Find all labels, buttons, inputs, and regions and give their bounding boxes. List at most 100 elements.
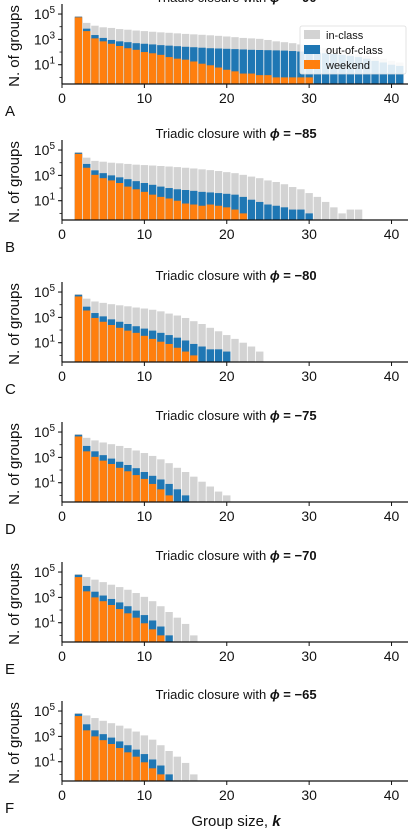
- x-tick-label: 40: [384, 90, 400, 106]
- bar-in-class: [288, 187, 297, 220]
- panel-title: Triadic closure with ϕ = −85: [155, 126, 316, 141]
- bar-weekend: [173, 58, 182, 84]
- bar-out-of-class: [288, 209, 297, 220]
- bar-weekend: [124, 330, 132, 362]
- legend-swatch: [304, 45, 320, 54]
- legend-swatch: [304, 30, 320, 39]
- bar-weekend: [190, 355, 198, 362]
- bar-weekend: [181, 59, 190, 84]
- bar-in-class: [272, 182, 280, 220]
- bar-weekend: [140, 191, 149, 220]
- bar-weekend: [214, 205, 223, 220]
- y-tick-label: 105: [34, 5, 56, 22]
- panel-title: Triadic closure with ϕ = −70: [155, 548, 316, 563]
- bar-in-class: [256, 178, 264, 220]
- x-tick-label: 40: [384, 368, 400, 384]
- bar-weekend: [157, 635, 165, 642]
- y-tick-label: 103: [34, 166, 56, 183]
- bar-out-of-class: [305, 213, 313, 220]
- bar-weekend: [107, 180, 116, 220]
- bar-in-class: [330, 207, 338, 220]
- bar-out-of-class: [173, 489, 182, 502]
- bar-out-of-class: [181, 495, 190, 502]
- y-tick-label: 101: [34, 334, 56, 351]
- bar-weekend: [190, 61, 198, 84]
- bar-weekend: [115, 748, 124, 781]
- bar-in-class: [264, 180, 272, 220]
- bar-weekend: [223, 69, 231, 84]
- bar-weekend: [115, 183, 124, 220]
- legend-frame: [299, 25, 407, 75]
- bar-out-of-class: [280, 50, 289, 84]
- bar-weekend: [91, 597, 99, 642]
- y-tick-label: 103: [34, 727, 56, 744]
- bar-weekend: [165, 343, 173, 362]
- bar-weekend: [124, 186, 132, 220]
- x-tick-label: 30: [301, 648, 317, 664]
- x-tick-label: 10: [137, 368, 153, 384]
- bar-in-class: [157, 745, 165, 781]
- bar-out-of-class: [214, 349, 223, 362]
- bar-weekend: [74, 436, 83, 502]
- x-tick-label: 20: [219, 648, 235, 664]
- bar-out-of-class: [214, 48, 223, 84]
- bar-in-class: [206, 327, 214, 362]
- panel-e: 0 10 20 30 40 101 103 105 Triadic closure with ϕ…: [5, 548, 408, 678]
- bar-weekend: [157, 774, 165, 781]
- bar-weekend: [305, 77, 313, 84]
- bar-weekend: [272, 77, 280, 84]
- y-axis-label: N. of groups: [6, 141, 23, 223]
- bar-weekend: [124, 613, 132, 642]
- bar-in-class: [181, 472, 190, 502]
- bar-in-class: [321, 201, 330, 220]
- bar-weekend: [165, 57, 173, 84]
- y-axis-label: N. of groups: [6, 563, 23, 645]
- bar-in-class: [165, 612, 173, 642]
- y-tick-label: 105: [34, 283, 56, 300]
- bar-out-of-class: [239, 196, 247, 220]
- x-tick-label: 0: [58, 368, 66, 384]
- bar-weekend: [190, 204, 198, 220]
- bar-weekend: [280, 77, 289, 84]
- bar-weekend: [91, 317, 99, 362]
- bar-weekend: [83, 167, 91, 220]
- x-tick-label: 20: [219, 508, 235, 524]
- bar-in-class: [231, 338, 239, 362]
- y-tick-label: 105: [34, 702, 56, 719]
- bar-weekend: [239, 73, 247, 84]
- bar-out-of-class: [223, 351, 231, 362]
- x-tick-label: 20: [219, 368, 235, 384]
- bar-out-of-class: [157, 765, 165, 781]
- bar-weekend: [140, 335, 149, 362]
- bar-out-of-class: [280, 207, 289, 220]
- y-axis-label: N. of groups: [6, 702, 23, 784]
- panel-letter: E: [5, 661, 15, 678]
- bar-weekend: [223, 207, 231, 220]
- bar-in-class: [181, 317, 190, 362]
- x-tick-label: 40: [384, 787, 400, 803]
- bar-weekend: [165, 198, 173, 220]
- bar-in-class: [181, 762, 190, 781]
- bar-weekend: [107, 464, 116, 502]
- bar-weekend: [132, 332, 140, 362]
- x-tick-label: 20: [219, 90, 235, 106]
- bar-weekend: [124, 752, 132, 781]
- bar-weekend: [91, 38, 99, 84]
- bar-weekend: [157, 341, 165, 362]
- x-tick-label: 40: [384, 508, 400, 524]
- bar-out-of-class: [272, 205, 280, 220]
- y-tick-label: 105: [34, 141, 56, 158]
- y-tick-label: 101: [34, 614, 56, 631]
- bar-weekend: [148, 194, 157, 220]
- bar-out-of-class: [247, 49, 256, 84]
- x-tick-label: 40: [384, 226, 400, 242]
- bar-in-class: [157, 606, 165, 642]
- y-tick-label: 103: [34, 588, 56, 605]
- bar-out-of-class: [165, 635, 173, 642]
- x-tick-label: 40: [384, 648, 400, 664]
- bar-weekend: [99, 740, 107, 781]
- panel-title: Triadic closure with ϕ = −75: [155, 408, 316, 423]
- bar-out-of-class: [206, 349, 214, 362]
- bar-in-class: [165, 751, 173, 781]
- bar-weekend: [264, 75, 272, 84]
